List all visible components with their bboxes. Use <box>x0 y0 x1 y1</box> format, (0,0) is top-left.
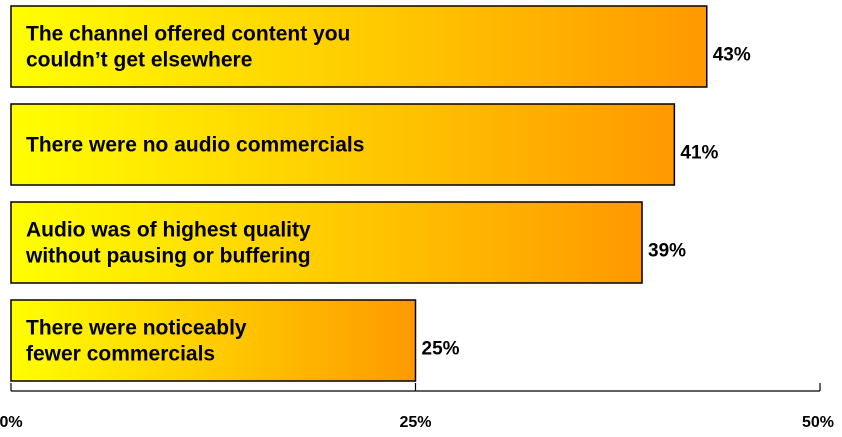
value-label: 41% <box>680 143 718 164</box>
bar <box>10 5 708 88</box>
category-label: fewer commercials <box>26 343 215 366</box>
x-tick-label: 50% <box>802 414 834 431</box>
category-label: without pausing or buffering <box>25 245 311 268</box>
bar <box>10 103 676 186</box>
category-label: Audio was of highest quality <box>26 219 311 242</box>
category-label: There were no audio commercials <box>26 134 364 157</box>
value-label: 25% <box>422 339 460 360</box>
x-axis: 0% 25% 50% <box>0 383 834 431</box>
category-label: The channel offered content you <box>26 23 350 46</box>
value-label: 39% <box>648 241 686 262</box>
x-tick-label: 0% <box>0 414 23 431</box>
bar <box>10 201 643 284</box>
category-label: There were noticeably <box>26 317 247 340</box>
category-label: couldn’t get elsewhere <box>26 49 252 72</box>
x-tick-label: 25% <box>399 414 431 431</box>
bar <box>10 299 417 382</box>
bars: The channel offered content you couldn’t … <box>10 5 751 382</box>
value-label: 43% <box>713 45 751 66</box>
